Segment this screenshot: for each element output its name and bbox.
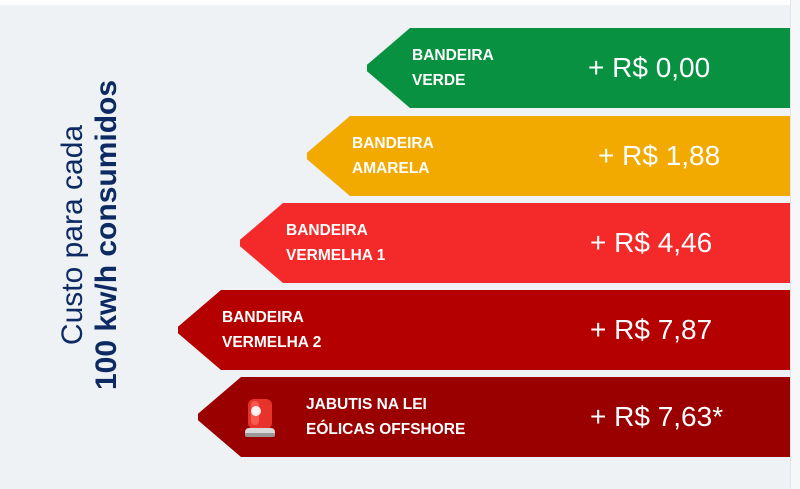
bar-label: BANDEIRA VERDE — [412, 43, 494, 93]
label-line1: BANDEIRA — [222, 309, 304, 326]
bar-label: JABUTIS NA LEI EÓLICAS OFFSHORE — [306, 392, 465, 442]
bar-vermelha-2: BANDEIRA VERMELHA 2 + R$ 7,87 — [178, 290, 790, 370]
label-line2: VERMELHA 2 — [222, 334, 322, 351]
bar-amarela: BANDEIRA AMARELA + R$ 1,88 — [307, 116, 790, 196]
bar-label: BANDEIRA VERMELHA 1 — [286, 218, 385, 268]
bar-vermelha-1: BANDEIRA VERMELHA 1 + R$ 4,46 — [240, 203, 790, 283]
label-line1: BANDEIRA — [412, 47, 494, 64]
top-strip — [0, 0, 800, 5]
label-line1: BANDEIRA — [352, 135, 434, 152]
label-line2: VERMELHA 1 — [286, 247, 386, 264]
label-line1: BANDEIRA — [286, 222, 368, 239]
bar-label: BANDEIRA VERMELHA 2 — [222, 305, 321, 355]
bar-verde: BANDEIRA VERDE + R$ 0,00 — [367, 28, 790, 108]
side-label: Custo para cada 100 kw/h consumidos — [56, 80, 124, 390]
label-line2: EÓLICAS OFFSHORE — [306, 421, 466, 438]
bar-label: BANDEIRA AMARELA — [352, 131, 434, 181]
bar-value: + R$ 1,88 — [598, 140, 721, 171]
label-line2: AMARELA — [352, 160, 430, 177]
label-line1: JABUTIS NA LEI — [306, 396, 427, 413]
side-label-line2: 100 kw/h consumidos — [90, 79, 123, 391]
bar-value: + R$ 4,46 — [590, 227, 713, 258]
bar-jabutis: JABUTIS NA LEI EÓLICAS OFFSHORE + R$ 7,63… — [198, 377, 790, 457]
side-label-line1: Custo para cada — [56, 124, 89, 346]
label-line2: VERDE — [412, 72, 466, 89]
bar-value: + R$ 7,63* — [590, 401, 724, 432]
bar-value: + R$ 7,87 — [590, 314, 713, 345]
bar-value: + R$ 0,00 — [588, 52, 711, 83]
scrollbar-track[interactable] — [790, 0, 800, 489]
siren-icon — [245, 399, 275, 437]
